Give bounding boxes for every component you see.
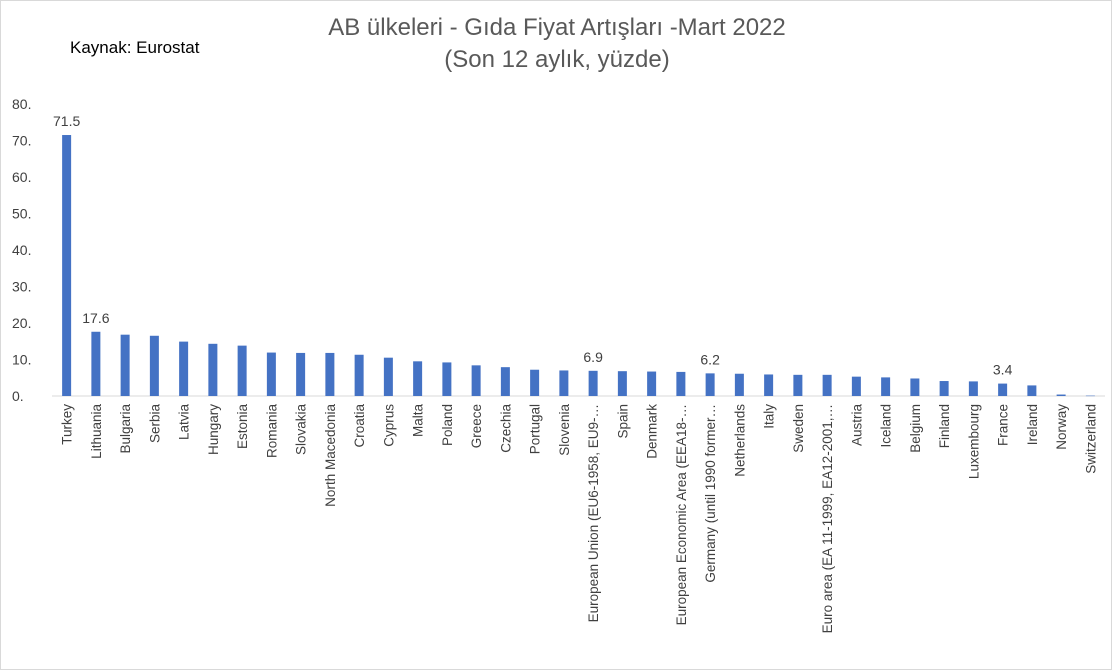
bar	[734, 373, 744, 396]
x-tick-label: Portugal	[528, 404, 543, 454]
x-tick-label: European Union (EU6-1958, EU9-…	[586, 404, 601, 622]
data-label: 71.5	[53, 113, 80, 129]
data-label: 6.2	[700, 351, 720, 367]
source-label: Kaynak: Eurostat	[70, 38, 200, 57]
data-label: 3.4	[993, 362, 1013, 378]
data-label: 6.9	[583, 349, 603, 365]
x-tick-label: Bulgaria	[118, 404, 133, 454]
bar	[1085, 395, 1095, 397]
x-tick-label: Turkey	[60, 404, 75, 445]
x-tick-label: Malta	[411, 404, 426, 438]
bar	[1027, 385, 1037, 396]
x-tick-label: Serbia	[147, 404, 162, 444]
y-tick-label: 80.	[12, 96, 31, 112]
x-tick-label: Romania	[264, 404, 279, 459]
bar	[530, 369, 540, 396]
bar	[325, 352, 335, 396]
tick-labels: 0. 10. 20. 30. 40. 50. 60. 70. 80. Turkey Lithuani…	[12, 96, 1098, 633]
x-tick-label: Germany (until 1990 former…	[703, 404, 718, 583]
bar	[179, 341, 189, 396]
x-tick-label: Norway	[1054, 404, 1069, 450]
chart-title-line-1: AB ülkeleri - Gıda Fiyat Artışları -Mart…	[328, 14, 786, 41]
x-tick-label: Czechia	[498, 404, 513, 453]
bar	[910, 378, 920, 396]
bar	[413, 361, 423, 396]
x-tick-label: Hungary	[206, 404, 221, 455]
x-tick-label: Slovenia	[557, 404, 572, 456]
x-tick-label: Iceland	[879, 404, 894, 448]
x-tick-label: Latvia	[177, 404, 192, 441]
bar	[237, 345, 247, 396]
bar	[266, 352, 276, 396]
bar	[120, 334, 130, 396]
x-tick-label: Slovakia	[294, 404, 309, 456]
bar	[208, 343, 218, 396]
bar	[588, 370, 598, 396]
y-tick-label: 30.	[12, 279, 31, 295]
bar	[617, 371, 627, 396]
x-tick-label: North Macedonia	[323, 404, 338, 507]
x-tick-label: Italy	[762, 404, 777, 429]
x-tick-label: Switzerland	[1083, 404, 1098, 474]
bar	[296, 352, 306, 396]
bar	[1056, 394, 1066, 396]
y-tick-label: 10.	[12, 352, 31, 368]
bar	[383, 357, 393, 396]
bar	[500, 367, 510, 396]
data-labels: 71.5 17.6 6.9 6.2 3.4	[53, 113, 1013, 378]
bar	[851, 376, 861, 396]
x-tick-label: Ireland	[1025, 404, 1040, 445]
x-tick-label: Lithuania	[89, 404, 104, 459]
x-tick-label: Netherlands	[732, 404, 747, 477]
bar	[676, 371, 686, 396]
bar	[822, 374, 832, 396]
bar	[647, 371, 657, 396]
chart-title-line-2: (Son 12 aylık, yüzde)	[444, 46, 670, 73]
bar	[998, 383, 1008, 396]
bar	[442, 362, 452, 396]
bar	[793, 374, 803, 396]
bar	[968, 381, 978, 396]
bar	[939, 381, 949, 396]
x-tick-label: Sweden	[791, 404, 806, 453]
chart-title: AB ülkeleri - Gıda Fiyat Artışları -Mart…	[0, 12, 1114, 76]
x-tick-label: Estonia	[235, 404, 250, 450]
bar	[91, 331, 101, 396]
x-tick-label: Luxembourg	[966, 404, 981, 479]
x-tick-label: European Economic Area (EEA18-…	[674, 404, 689, 625]
x-tick-label: Greece	[469, 404, 484, 448]
x-tick-label: Poland	[440, 404, 455, 446]
bar	[62, 135, 72, 396]
x-tick-label: France	[996, 404, 1011, 446]
bar	[559, 370, 569, 396]
data-label: 17.6	[82, 310, 109, 326]
x-tick-label: Cyprus	[381, 404, 396, 447]
y-tick-label: 0.	[12, 388, 24, 404]
y-tick-label: 60.	[12, 169, 31, 185]
x-tick-label: Spain	[615, 404, 630, 439]
bar	[881, 377, 891, 396]
x-tick-label: Euro area (EA 11-1999, EA12-2001,…	[820, 404, 835, 633]
bars	[62, 135, 1095, 397]
x-tick-label: Croatia	[352, 404, 367, 448]
x-tick-label: Belgium	[908, 404, 923, 453]
x-tick-label: Finland	[937, 404, 952, 448]
y-tick-label: 40.	[12, 242, 31, 258]
y-tick-label: 70.	[12, 133, 31, 149]
bar	[764, 374, 774, 396]
y-tick-label: 50.	[12, 206, 31, 222]
y-tick-label: 20.	[12, 315, 31, 331]
bar	[149, 335, 159, 396]
bar	[471, 365, 481, 396]
x-tick-label: Austria	[849, 404, 864, 447]
bar	[705, 373, 715, 396]
bar	[354, 354, 364, 396]
x-tick-label: Denmark	[645, 404, 660, 459]
